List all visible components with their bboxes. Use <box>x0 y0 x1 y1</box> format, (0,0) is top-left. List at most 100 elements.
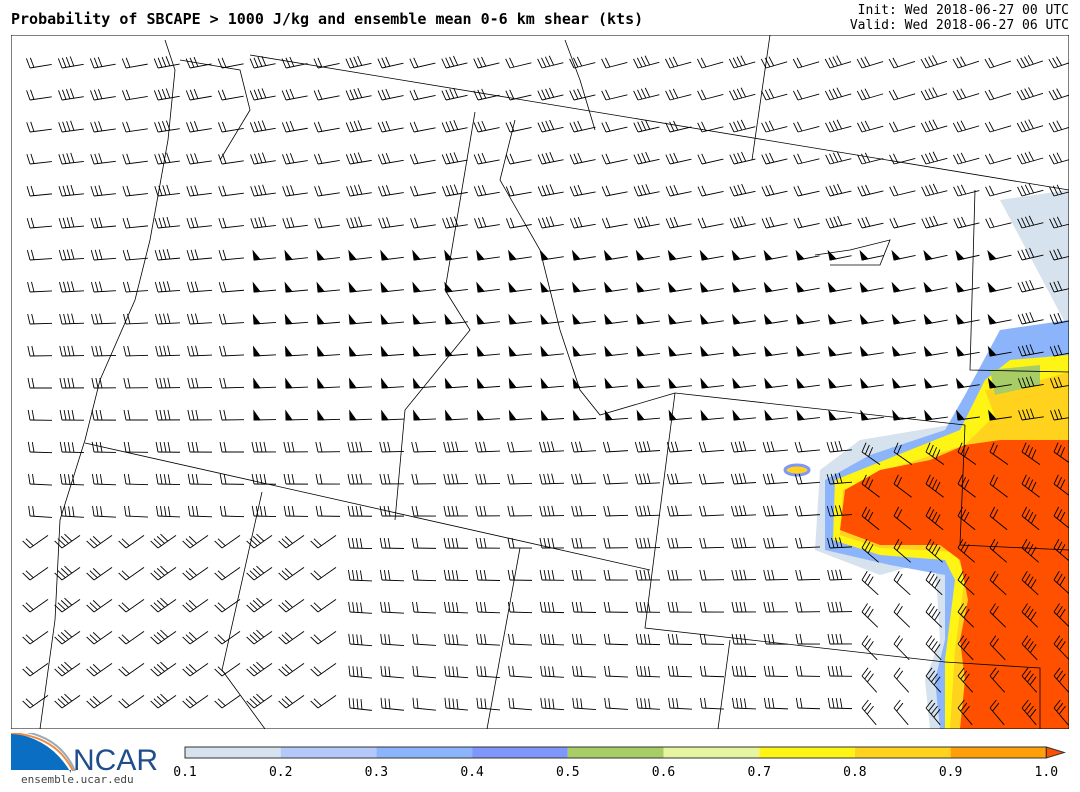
wind-barb <box>252 313 276 325</box>
wind-barb <box>54 597 81 613</box>
wind-barb <box>282 217 308 229</box>
wind-barb <box>984 57 1012 69</box>
wind-barb <box>952 120 980 133</box>
wind-barb <box>476 377 500 389</box>
wind-barb <box>380 633 404 647</box>
wind-barb <box>315 473 341 485</box>
wind-barb <box>892 377 916 389</box>
wind-barb <box>26 217 52 229</box>
wind-barb <box>314 153 340 165</box>
wind-barb <box>698 473 724 485</box>
wind-barb <box>381 409 404 421</box>
wind-barb <box>441 87 468 101</box>
wind-barb <box>569 120 596 133</box>
wind-barb <box>310 535 337 549</box>
wind-barb <box>91 313 116 325</box>
wind-barb <box>91 473 117 486</box>
wind-barb <box>828 345 852 357</box>
wind-barb <box>792 57 820 69</box>
wind-barb <box>539 249 564 261</box>
wind-barb <box>572 281 596 293</box>
wind-barb <box>250 184 276 197</box>
wind-barb <box>476 313 500 325</box>
wind-barb <box>347 441 373 453</box>
wind-barb <box>412 633 436 646</box>
wind-barb <box>601 57 628 69</box>
wind-barb <box>154 281 180 293</box>
wind-barb <box>26 89 52 101</box>
wind-barb <box>412 601 436 614</box>
wind-barb <box>859 281 884 293</box>
colorbar-tick-label: 0.4 <box>460 765 484 780</box>
wind-barb <box>284 313 308 325</box>
wind-barb <box>186 281 212 293</box>
wind-barb <box>763 697 789 710</box>
wind-barb <box>827 697 853 710</box>
wind-barb <box>444 345 468 357</box>
wind-barb <box>955 281 980 293</box>
wind-barb <box>246 533 273 549</box>
wind-barb <box>378 185 404 197</box>
wind-barb <box>252 249 276 261</box>
wind-barb <box>795 601 821 613</box>
wind-barb <box>246 693 273 709</box>
wind-barb <box>984 121 1012 133</box>
wind-barb <box>1017 215 1044 229</box>
wind-barb <box>761 216 788 229</box>
wind-barb <box>761 120 788 133</box>
wind-barb <box>572 377 596 389</box>
wind-barb <box>378 217 404 229</box>
wind-barb <box>893 474 912 498</box>
wind-barb <box>635 601 661 613</box>
wind-barb <box>348 313 372 325</box>
wind-barb <box>893 571 911 596</box>
wind-barb <box>123 409 149 421</box>
wind-barb <box>569 88 596 101</box>
wind-barb <box>121 57 148 69</box>
wind-barb <box>603 569 629 581</box>
wind-barb <box>920 119 948 133</box>
wind-barb <box>923 313 948 325</box>
wind-barb <box>957 442 977 465</box>
wind-barb <box>59 441 85 454</box>
wind-barb <box>122 153 148 165</box>
wind-barb <box>924 377 948 389</box>
wind-barb <box>571 505 597 517</box>
wind-barb <box>443 505 469 517</box>
wind-barb <box>441 120 468 133</box>
wind-barb <box>278 695 305 709</box>
wind-barb <box>122 249 148 261</box>
wind-barb <box>90 185 116 197</box>
wind-barb <box>635 473 660 485</box>
wind-barb <box>1021 699 1037 726</box>
wind-barb <box>827 537 852 549</box>
wind-barb <box>348 249 372 261</box>
wind-barb <box>603 537 629 549</box>
wind-barb <box>59 377 85 389</box>
wind-barb <box>90 217 116 229</box>
wind-barb <box>1048 152 1069 165</box>
wind-barb <box>283 505 309 517</box>
wind-barb <box>1049 248 1069 261</box>
wind-barb <box>1017 312 1044 325</box>
wind-barb <box>476 665 500 679</box>
wind-barb <box>218 217 244 229</box>
wind-barb <box>572 697 596 711</box>
wind-barb <box>315 505 341 517</box>
wind-barb <box>601 185 628 197</box>
wind-barb <box>411 537 437 549</box>
wind-barb <box>379 569 405 582</box>
wind-barb <box>761 88 788 101</box>
wind-barb <box>828 377 852 389</box>
wind-barb <box>507 569 533 581</box>
wind-barb <box>667 665 693 678</box>
wind-barb <box>26 249 52 261</box>
wind-barb <box>123 345 149 357</box>
wind-barb <box>861 699 877 726</box>
wind-barb <box>795 249 820 261</box>
wind-barb <box>665 184 692 197</box>
wind-barb <box>22 631 49 645</box>
wind-barb <box>987 313 1012 325</box>
wind-barb <box>154 216 180 229</box>
colorbar-tick-label: 0.8 <box>843 765 867 780</box>
